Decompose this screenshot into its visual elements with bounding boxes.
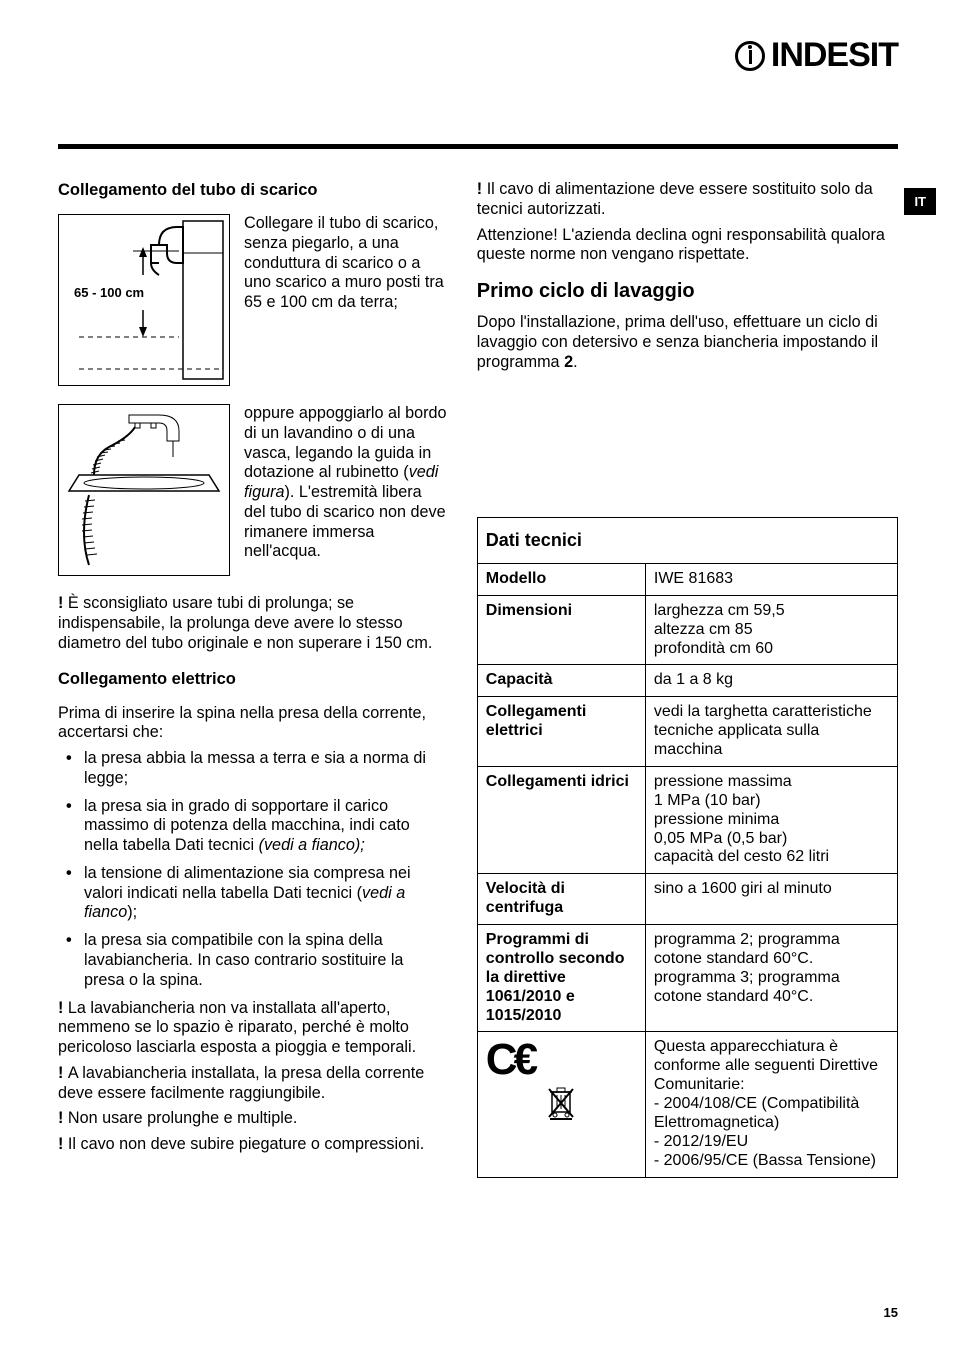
ce-conformity-text: Questa apparecchiatura è conforme alle s… [645,1032,897,1177]
fig1-label: 65 - 100 cm [74,285,144,300]
warning-cable-bend: Il cavo non deve subire piegature o comp… [58,1135,447,1155]
tech-value: da 1 a 8 kg [645,665,897,697]
tech-value: vedi la targhetta caratteristiche tecnic… [645,697,897,767]
tech-value: IWE 81683 [645,563,897,595]
main-content: Collegamento del tubo di scarico 65 [58,180,898,1178]
table-row: Capacitàda 1 a 8 kg [477,665,897,697]
brand-text: INDESIT [771,36,898,75]
tech-value: sino a 1600 giri al minuto [645,874,897,925]
disclaimer: Attenzione! L'azienda declina ogni respo… [477,226,898,266]
figure-2 [58,404,230,576]
figure-1: 65 - 100 cm [58,214,230,386]
table-row: Collegamenti elettricivedi la targhetta … [477,697,897,767]
tech-key: Capacità [477,665,645,697]
list-item: la tensione di alimentazione sia compres… [72,864,447,923]
electrical-intro: Prima di inserire la spina nella presa d… [58,704,447,744]
table-row: Dimensionilarghezza cm 59,5 altezza cm 8… [477,595,897,665]
tech-data-table: Dati tecnici ModelloIWE 81683Dimensionil… [477,517,898,1178]
list-item: la presa sia compatibile con la spina de… [72,931,447,990]
tech-key: Collegamenti idrici [477,766,645,873]
warning-extension-tubes: È sconsigliato usare tubi di prolunga; s… [58,594,447,653]
warning-outdoor: La lavabiancheria non va installata all'… [58,999,447,1058]
page-number: 15 [884,1305,898,1320]
table-header: Dati tecnici [477,517,897,563]
drain-height-diagram: 65 - 100 cm [59,215,229,385]
tech-value: programma 2; programma cotone standard 6… [645,925,897,1032]
tech-key: Collegamenti elettrici [477,697,645,767]
table-row: ModelloIWE 81683 [477,563,897,595]
warning-no-extensions: Non usare prolunghe e multiple. [58,1109,447,1129]
tech-key: Programmi di controllo secondo la dirett… [477,925,645,1032]
section-drain-hose: Collegamento del tubo di scarico [58,180,447,200]
tech-key: Dimensioni [477,595,645,665]
ce-mark-icon: C€ [486,1038,637,1082]
ce-mark-cell: C€ [477,1032,645,1177]
table-row: Velocità di centrifugasino a 1600 giri a… [477,874,897,925]
table-row: Programmi di controllo secondo la dirett… [477,925,897,1032]
list-item: la presa abbia la messa a terra e sia a … [72,749,447,789]
sink-hook-diagram [59,405,229,575]
language-tab: IT [904,188,936,215]
brand-logo: INDESIT [735,36,898,75]
warning-cable-replace: Il cavo di alimentazione deve essere sos… [477,180,898,220]
tech-key: Velocità di centrifuga [477,874,645,925]
table-row: Collegamenti idricipressione massima 1 M… [477,766,897,873]
figure-2-text: oppure appoggiarlo al bordo di un lavand… [244,404,447,562]
tech-value: pressione massima 1 MPa (10 bar) pressio… [645,766,897,873]
figure-2-block: oppure appoggiarlo al bordo di un lavand… [58,404,447,576]
section-electrical: Collegamento elettrico [58,669,447,689]
logo-icon [735,41,765,71]
header-divider [58,144,898,149]
right-column: Il cavo di alimentazione deve essere sos… [477,180,898,1178]
tech-value: larghezza cm 59,5 altezza cm 85 profondi… [645,595,897,665]
first-wash-text: Dopo l'installazione, prima dell'uso, ef… [477,313,898,372]
tech-key: Modello [477,563,645,595]
warning-socket-access: A lavabiancheria installata, la presa de… [58,1064,447,1104]
figure-1-block: 65 - 100 cm Collegare il tubo di scarico… [58,214,447,386]
list-item: la presa sia in grado di sopportare il c… [72,797,447,856]
weee-bin-icon [486,1086,637,1120]
figure-1-text: Collegare il tubo di scarico, senza pieg… [244,214,447,313]
section-first-wash: Primo ciclo di lavaggio [477,279,898,303]
left-column: Collegamento del tubo di scarico 65 [58,180,447,1178]
electrical-checklist: la presa abbia la messa a terra e sia a … [58,749,447,990]
